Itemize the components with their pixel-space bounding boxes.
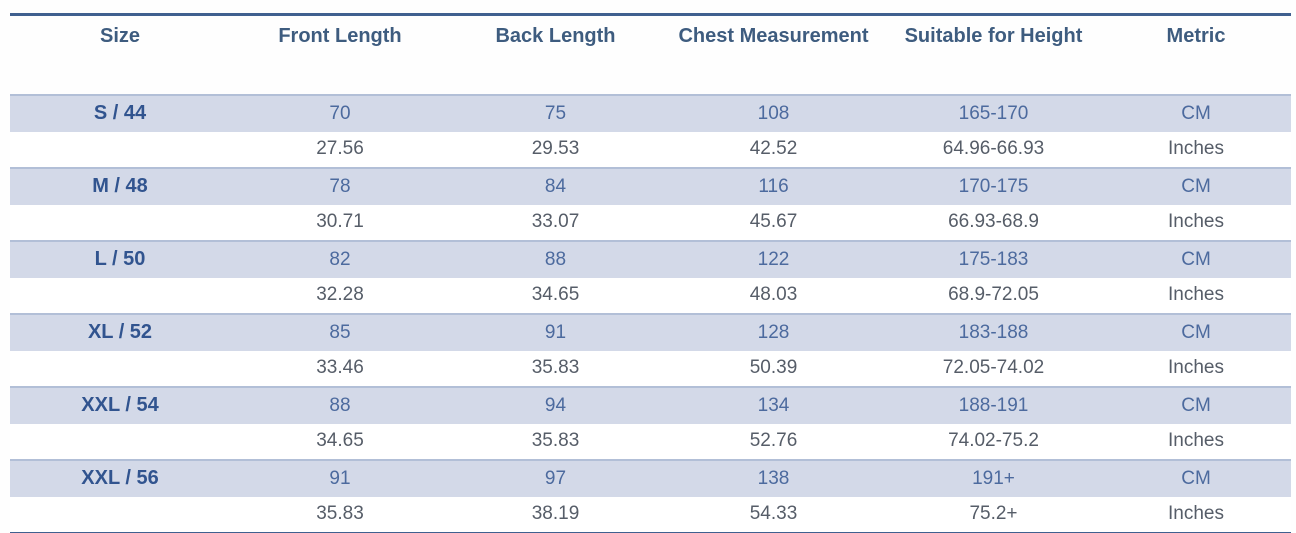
- column-header-chest: Chest Measurement: [678, 25, 869, 47]
- chest-measurement-cell: 134: [661, 386, 886, 424]
- suitable-height-cell: 191+: [886, 459, 1101, 497]
- back-length-cell: 94: [450, 386, 661, 424]
- chest-measurement-cell: 138: [661, 459, 886, 497]
- suitable-height-cell: 75.2+: [886, 496, 1101, 533]
- front-length-cell: 32.28: [230, 277, 450, 314]
- table-row: 30.71 33.07 45.67 66.93-68.9 Inches: [10, 204, 1291, 241]
- front-length-cell: 70: [230, 94, 450, 132]
- front-length-cell: 88: [230, 386, 450, 424]
- metric-cell: Inches: [1101, 277, 1291, 314]
- suitable-height-cell: 188-191: [886, 386, 1101, 424]
- front-length-cell: 35.83: [230, 496, 450, 533]
- back-length-cell: 38.19: [450, 496, 661, 533]
- back-length-cell: 34.65: [450, 277, 661, 314]
- metric-cell: Inches: [1101, 204, 1291, 241]
- table-row: 35.83 38.19 54.33 75.2+ Inches: [10, 496, 1291, 533]
- front-length-cell: 78: [230, 167, 450, 205]
- size-chart-table: Size Front Length Back Length Chest Meas…: [10, 13, 1291, 533]
- metric-cell: Inches: [1101, 423, 1291, 460]
- column-header-front-length: Front Length: [278, 25, 402, 47]
- suitable-height-cell: 74.02-75.2: [886, 423, 1101, 460]
- front-length-cell: 91: [230, 459, 450, 497]
- size-cell: [10, 277, 230, 314]
- chest-measurement-cell: 128: [661, 313, 886, 351]
- size-cell: S / 44: [10, 94, 230, 132]
- metric-cell: CM: [1101, 240, 1291, 278]
- table-row: 33.46 35.83 50.39 72.05-74.02 Inches: [10, 350, 1291, 387]
- column-header-back-length: Back Length: [495, 25, 616, 47]
- suitable-height-cell: 165-170: [886, 94, 1101, 132]
- front-length-cell: 30.71: [230, 204, 450, 241]
- size-cell: L / 50: [10, 240, 230, 278]
- back-length-cell: 33.07: [450, 204, 661, 241]
- back-length-cell: 88: [450, 240, 661, 278]
- chest-measurement-cell: 42.52: [661, 131, 886, 168]
- suitable-height-cell: 72.05-74.02: [886, 350, 1101, 387]
- table-row: 34.65 35.83 52.76 74.02-75.2 Inches: [10, 423, 1291, 460]
- table-row: M / 48 78 84 116 170-175 CM: [10, 167, 1291, 205]
- chest-measurement-cell: 116: [661, 167, 886, 205]
- metric-cell: CM: [1101, 313, 1291, 351]
- front-length-cell: 82: [230, 240, 450, 278]
- size-cell: M / 48: [10, 167, 230, 205]
- chest-measurement-cell: 52.76: [661, 423, 886, 460]
- column-header-size: Size: [99, 25, 141, 47]
- size-cell: [10, 496, 230, 533]
- table-row: S / 44 70 75 108 165-170 CM: [10, 94, 1291, 132]
- metric-cell: CM: [1101, 459, 1291, 497]
- chest-measurement-cell: 45.67: [661, 204, 886, 241]
- chest-measurement-cell: 108: [661, 94, 886, 132]
- size-cell: [10, 423, 230, 460]
- back-length-cell: 29.53: [450, 131, 661, 168]
- table-row: 27.56 29.53 42.52 64.96-66.93 Inches: [10, 131, 1291, 168]
- size-cell: XXL / 56: [10, 459, 230, 497]
- back-length-cell: 84: [450, 167, 661, 205]
- table-row: 32.28 34.65 48.03 68.9-72.05 Inches: [10, 277, 1291, 314]
- front-length-cell: 33.46: [230, 350, 450, 387]
- size-cell: [10, 204, 230, 241]
- chest-measurement-cell: 48.03: [661, 277, 886, 314]
- size-cell: XL / 52: [10, 313, 230, 351]
- size-cell: XXL / 54: [10, 386, 230, 424]
- metric-cell: Inches: [1101, 496, 1291, 533]
- table-header: Size Front Length Back Length Chest Meas…: [10, 15, 1291, 96]
- suitable-height-cell: 183-188: [886, 313, 1101, 351]
- suitable-height-cell: 175-183: [886, 240, 1101, 278]
- chest-measurement-cell: 122: [661, 240, 886, 278]
- front-length-cell: 27.56: [230, 131, 450, 168]
- suitable-height-cell: 64.96-66.93: [886, 131, 1101, 168]
- back-length-cell: 35.83: [450, 350, 661, 387]
- header-row: Size Front Length Back Length Chest Meas…: [10, 15, 1291, 96]
- table-row: L / 50 82 88 122 175-183 CM: [10, 240, 1291, 278]
- back-length-cell: 35.83: [450, 423, 661, 460]
- metric-cell: CM: [1101, 167, 1291, 205]
- suitable-height-cell: 170-175: [886, 167, 1101, 205]
- size-cell: [10, 131, 230, 168]
- front-length-cell: 85: [230, 313, 450, 351]
- table-row: XXL / 54 88 94 134 188-191 CM: [10, 386, 1291, 424]
- chest-measurement-cell: 50.39: [661, 350, 886, 387]
- column-header-height: Suitable for Height: [904, 25, 1083, 47]
- table-body: S / 44 70 75 108 165-170 CM 27.56 29.53 …: [10, 94, 1291, 533]
- suitable-height-cell: 68.9-72.05: [886, 277, 1101, 314]
- front-length-cell: 34.65: [230, 423, 450, 460]
- table-row: XL / 52 85 91 128 183-188 CM: [10, 313, 1291, 351]
- metric-cell: Inches: [1101, 131, 1291, 168]
- back-length-cell: 97: [450, 459, 661, 497]
- column-header-metric: Metric: [1166, 25, 1226, 47]
- table-row: XXL / 56 91 97 138 191+ CM: [10, 459, 1291, 497]
- back-length-cell: 91: [450, 313, 661, 351]
- metric-cell: Inches: [1101, 350, 1291, 387]
- size-cell: [10, 350, 230, 387]
- chest-measurement-cell: 54.33: [661, 496, 886, 533]
- metric-cell: CM: [1101, 94, 1291, 132]
- metric-cell: CM: [1101, 386, 1291, 424]
- suitable-height-cell: 66.93-68.9: [886, 204, 1101, 241]
- back-length-cell: 75: [450, 94, 661, 132]
